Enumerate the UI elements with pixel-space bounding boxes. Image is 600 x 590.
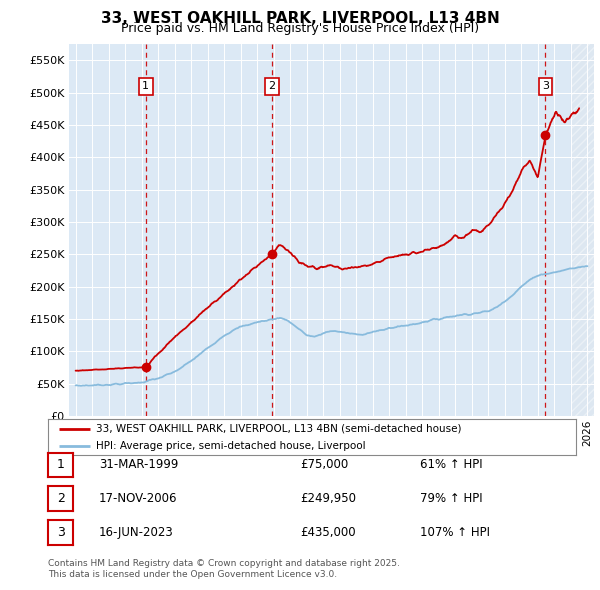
- Text: 3: 3: [56, 526, 65, 539]
- Text: HPI: Average price, semi-detached house, Liverpool: HPI: Average price, semi-detached house,…: [95, 441, 365, 451]
- Text: 1: 1: [56, 458, 65, 471]
- Bar: [571, 44, 594, 416]
- Text: 16-JUN-2023: 16-JUN-2023: [99, 526, 174, 539]
- Text: £435,000: £435,000: [300, 526, 356, 539]
- Text: 79% ↑ HPI: 79% ↑ HPI: [420, 492, 482, 505]
- Text: Price paid vs. HM Land Registry's House Price Index (HPI): Price paid vs. HM Land Registry's House …: [121, 22, 479, 35]
- Text: 17-NOV-2006: 17-NOV-2006: [99, 492, 178, 505]
- Text: 61% ↑ HPI: 61% ↑ HPI: [420, 458, 482, 471]
- Text: £75,000: £75,000: [300, 458, 348, 471]
- Bar: [571, 44, 594, 416]
- Text: 3: 3: [542, 81, 549, 91]
- Text: 107% ↑ HPI: 107% ↑ HPI: [420, 526, 490, 539]
- Text: 1: 1: [142, 81, 149, 91]
- Text: 33, WEST OAKHILL PARK, LIVERPOOL, L13 4BN: 33, WEST OAKHILL PARK, LIVERPOOL, L13 4B…: [101, 11, 499, 25]
- Text: 2: 2: [56, 492, 65, 505]
- Text: 2: 2: [268, 81, 275, 91]
- Text: Contains HM Land Registry data © Crown copyright and database right 2025.: Contains HM Land Registry data © Crown c…: [48, 559, 400, 568]
- Text: This data is licensed under the Open Government Licence v3.0.: This data is licensed under the Open Gov…: [48, 571, 337, 579]
- Text: 31-MAR-1999: 31-MAR-1999: [99, 458, 178, 471]
- Text: 33, WEST OAKHILL PARK, LIVERPOOL, L13 4BN (semi-detached house): 33, WEST OAKHILL PARK, LIVERPOOL, L13 4B…: [95, 424, 461, 434]
- Text: £249,950: £249,950: [300, 492, 356, 505]
